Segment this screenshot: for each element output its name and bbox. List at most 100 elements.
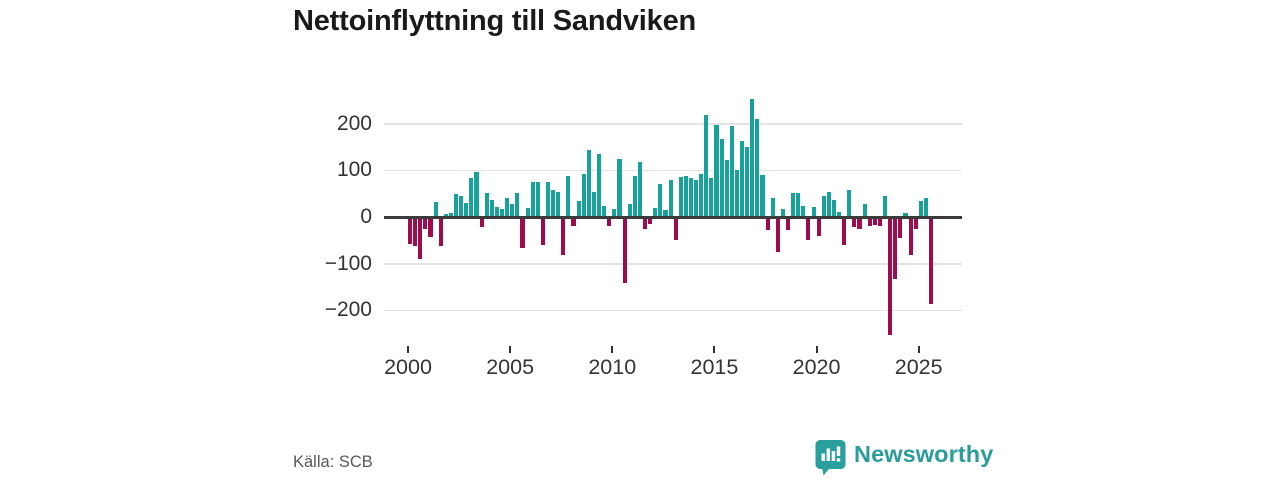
bar	[745, 147, 750, 217]
x-axis-tick-mark	[917, 346, 920, 353]
bar	[683, 176, 688, 217]
bar	[765, 218, 770, 231]
bar	[837, 211, 842, 217]
bar	[903, 212, 908, 217]
bar	[729, 125, 734, 217]
bar	[627, 203, 632, 217]
x-axis-tick-label: 2000	[384, 355, 432, 379]
bar	[806, 218, 811, 241]
x-axis-tick-mark	[713, 346, 716, 353]
x-axis-tick-label: 2020	[792, 355, 841, 379]
bar	[443, 213, 448, 217]
gridline	[384, 263, 962, 265]
bar	[622, 218, 627, 283]
source-label: Källa: SCB	[293, 453, 373, 471]
bar	[637, 162, 642, 217]
bar	[775, 218, 780, 252]
bar	[796, 192, 801, 217]
bar	[908, 218, 913, 255]
zero-axis-line	[384, 216, 962, 219]
bar	[479, 218, 484, 227]
bar	[658, 183, 663, 217]
bar	[535, 182, 540, 217]
bar	[551, 190, 556, 217]
bar	[785, 218, 791, 230]
bar	[561, 218, 566, 255]
bar	[714, 125, 719, 217]
bar	[688, 177, 694, 217]
bar	[770, 198, 775, 217]
bar	[520, 218, 525, 248]
x-axis-tick-mark	[611, 346, 614, 353]
bar	[780, 209, 785, 217]
bar	[760, 174, 765, 217]
bar	[663, 210, 668, 217]
bar	[883, 196, 888, 217]
bar	[719, 138, 724, 217]
bar	[821, 196, 826, 217]
x-axis-tick-label: 2005	[486, 355, 535, 379]
bar	[545, 182, 551, 217]
bar	[648, 218, 653, 225]
bar	[448, 212, 454, 217]
bar	[862, 203, 867, 217]
gridline	[384, 309, 962, 312]
bar	[642, 218, 648, 229]
newsworthy-speech-bubble-chart-icon	[815, 440, 846, 476]
bar	[913, 218, 918, 230]
bar	[499, 209, 505, 217]
bar	[612, 209, 617, 217]
bar	[816, 218, 821, 237]
gridline	[384, 123, 962, 125]
bar	[433, 201, 438, 217]
bar	[494, 206, 499, 217]
bar	[581, 173, 586, 217]
x-axis-tick-label: 2010	[588, 355, 637, 379]
bar	[918, 201, 923, 217]
bar	[576, 201, 581, 217]
newsworthy-wordmark: Newsworthy	[854, 441, 994, 467]
bar	[826, 191, 831, 217]
bar	[694, 179, 699, 217]
bar	[459, 195, 464, 217]
x-axis-tick-mark	[509, 346, 512, 353]
bar	[709, 178, 714, 217]
bar	[898, 218, 903, 239]
bar	[469, 178, 474, 217]
x-axis-tick-mark	[815, 346, 818, 353]
bar	[750, 99, 755, 217]
bar	[484, 193, 489, 217]
bar	[699, 174, 704, 217]
bar	[893, 218, 898, 280]
bar	[530, 181, 535, 217]
bar	[872, 218, 877, 225]
bar	[678, 176, 683, 217]
bar	[811, 206, 816, 217]
bar	[428, 218, 433, 238]
bar	[510, 204, 515, 217]
bar	[540, 218, 545, 245]
bar	[515, 192, 520, 217]
bar	[464, 203, 469, 217]
bar	[653, 207, 658, 217]
bar	[438, 218, 443, 246]
bar	[877, 218, 882, 226]
bar	[566, 175, 571, 217]
bar	[724, 160, 729, 217]
bar	[842, 218, 847, 246]
x-axis-tick-label: 2015	[690, 355, 739, 379]
newsworthy-logo[interactable]: Newsworthy	[815, 439, 993, 476]
chart-title: Nettoinflyttning till Sandviken	[293, 5, 697, 37]
y-axis-tick-label: 100	[336, 158, 372, 182]
bar	[740, 140, 745, 217]
bar	[617, 158, 622, 217]
y-axis-tick-label: −200	[324, 298, 372, 322]
bar	[888, 218, 893, 336]
y-axis-tick-label: 200	[336, 111, 372, 135]
bar	[571, 218, 576, 227]
bar	[923, 198, 928, 217]
bar	[505, 198, 510, 217]
bar	[928, 218, 934, 304]
